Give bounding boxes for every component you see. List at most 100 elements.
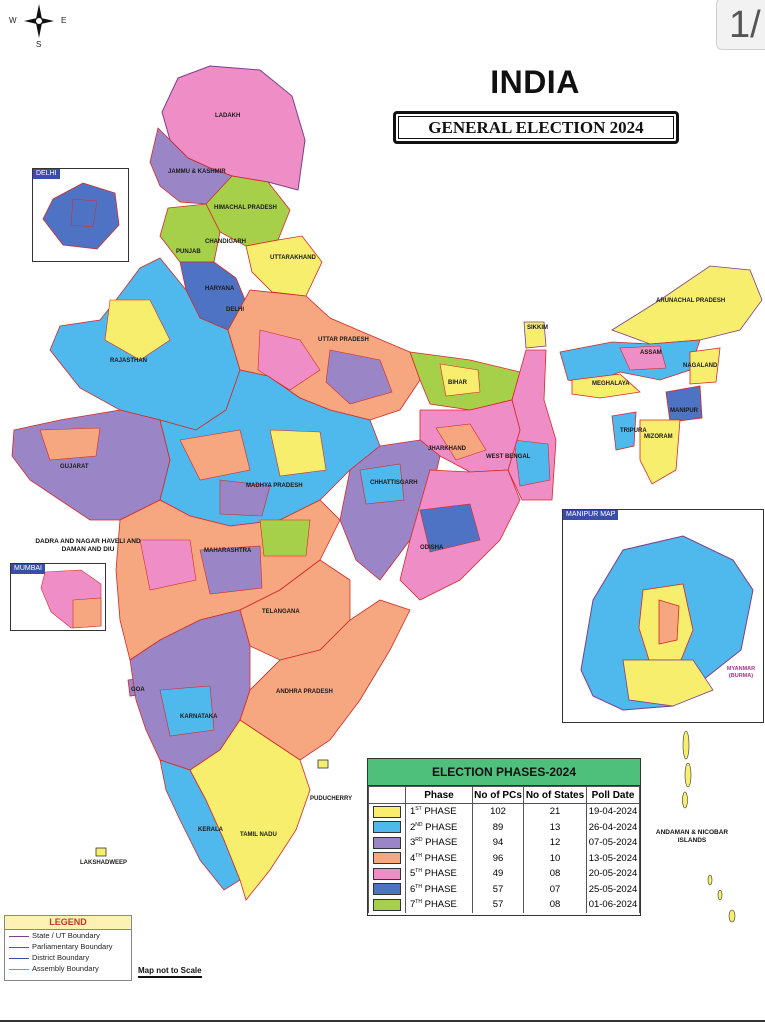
phase-row: 4TH PHASE 96 10 13-05-2024	[368, 850, 640, 866]
phase-name-cell: 6TH PHASE	[405, 881, 473, 897]
compass-east: E	[61, 16, 67, 25]
phase-swatch-cell	[368, 803, 406, 820]
label-bihar: BIHAR	[448, 380, 468, 386]
region-sikkim	[523, 321, 547, 349]
region-tripura	[611, 411, 637, 451]
phase-name-cell: 1ST PHASE	[405, 803, 473, 820]
phase-states: 07	[523, 881, 587, 897]
phase-pcs: 57	[472, 897, 524, 913]
delhi-inset: DELHI	[32, 168, 129, 262]
compass-west: W	[9, 16, 17, 25]
delhi-inset-title: DELHI	[33, 169, 60, 179]
label-lakshadweep: LAKSHADWEEP	[80, 860, 127, 866]
col-header-swatch	[368, 786, 406, 804]
compass-icon	[24, 4, 54, 38]
phase-suffix: TH	[415, 868, 422, 875]
phase-suffix: ST	[415, 806, 422, 813]
label-puducherry: PUDUCHERRY	[310, 796, 352, 802]
phase-swatch-cell	[368, 850, 406, 866]
region-mizoram	[639, 419, 681, 485]
legend-item-label: State / UT Boundary	[32, 931, 100, 940]
phase-ordinal: 5	[410, 868, 416, 880]
label-tamil-nadu: TAMIL NADU	[240, 832, 277, 838]
phase-row: 3RD PHASE 94 12 07-05-2024	[368, 835, 640, 851]
phase-date: 19-04-2024	[586, 803, 640, 820]
phase-label: PHASE	[425, 821, 458, 833]
phase-date: 25-05-2024	[586, 881, 640, 897]
col-header-phase: Phase	[405, 786, 473, 804]
label-nagaland: NAGALAND	[683, 363, 718, 369]
election-phases-table: ELECTION PHASES-2024 Phase No of PCs No …	[367, 758, 641, 916]
phase-row: 7TH PHASE 57 08 01-06-2024	[368, 897, 640, 913]
phases-table-title: ELECTION PHASES-2024	[368, 759, 640, 786]
label-jammu-kashmir: JAMMU & KASHMIR	[168, 169, 226, 175]
legend-line-sample	[9, 946, 29, 948]
label-manipur: MANIPUR	[670, 408, 699, 414]
col-header-states: No of States	[523, 786, 587, 804]
map-subtitle: GENERAL ELECTION 2024	[393, 111, 679, 144]
delhi-inset-map	[42, 182, 120, 250]
label-rajasthan: RAJASTHAN	[110, 358, 147, 364]
legend-item: State / UT Boundary	[5, 930, 131, 941]
phase-row: 6TH PHASE 57 07 25-05-2024	[368, 881, 640, 897]
map-legend: LEGEND State / UT Boundary Parliamentary …	[4, 915, 132, 981]
phase-pcs: 96	[472, 850, 524, 866]
phase-row: 2ND PHASE 89 13 26-04-2024	[368, 819, 640, 835]
phase-suffix: TH	[415, 852, 422, 859]
label-west-bengal: WEST BENGAL	[486, 454, 531, 460]
label-delhi: DELHI	[226, 307, 244, 313]
label-andhra: ANDHRA PRADESH	[276, 689, 333, 695]
phase-swatch-cell	[368, 881, 406, 897]
phase-color-swatch	[373, 836, 401, 849]
phase-swatch-cell	[368, 866, 406, 882]
col-header-pcs: No of PCs	[472, 786, 524, 804]
region-gujarat	[11, 409, 171, 521]
scale-note: Map not to Scale	[138, 966, 202, 978]
phase-label: PHASE	[425, 837, 458, 849]
label-ladakh: LADAKH	[215, 113, 240, 119]
label-meghalaya: MEGHALAYA	[592, 381, 630, 387]
phase-date: 20-05-2024	[586, 866, 640, 882]
phase-states: 13	[523, 819, 587, 835]
phase-name-cell: 3RD PHASE	[405, 835, 473, 851]
legend-line-sample	[9, 957, 29, 959]
phase-states: 10	[523, 850, 587, 866]
mumbai-inset: MUMBAI	[10, 563, 106, 631]
phase-row: 5TH PHASE 49 08 20-05-2024	[368, 866, 640, 882]
label-arunachal: ARUNACHAL PRADESH	[656, 298, 725, 304]
phase-swatch-cell	[368, 835, 406, 851]
phase-ordinal: 1	[410, 806, 416, 818]
phase-ordinal: 2	[410, 821, 416, 833]
label-sikkim: SIKKIM	[527, 325, 548, 331]
phases-grid: Phase No of PCs No of States Poll Date 1…	[368, 786, 640, 913]
phase-pcs: 49	[472, 866, 524, 882]
phase-pcs: 57	[472, 881, 524, 897]
legend-line-sample	[9, 968, 29, 970]
manipur-inset: MANIPUR MAP MYANMAR (BURMA)	[562, 509, 764, 723]
label-gujarat: GUJARAT	[60, 464, 89, 470]
label-assam: ASSAM	[640, 350, 662, 356]
mumbai-inset-map	[40, 569, 102, 629]
label-chandigarh: CHANDIGARH	[205, 239, 246, 245]
label-goa: GOA	[131, 687, 145, 693]
region-uttarakhand	[245, 235, 323, 297]
phase-label: PHASE	[424, 883, 457, 895]
legend-item-label: District Boundary	[32, 953, 90, 962]
phase-pcs: 94	[472, 835, 524, 851]
phase-swatch-cell	[368, 897, 406, 913]
compass-rose: W E S	[6, 2, 72, 54]
region-arunachal	[611, 265, 763, 345]
label-madhya-pradesh: MADHYA PRADESH	[246, 483, 303, 489]
phase-date: 07-05-2024	[586, 835, 640, 851]
region-manipur	[665, 385, 703, 423]
phase-ordinal: 3	[410, 837, 416, 849]
phase-color-swatch	[373, 898, 401, 911]
label-dnh: DADRA AND NAGAR HAVELI AND DAMAN AND DIU	[35, 538, 141, 553]
phase-date: 26-04-2024	[586, 819, 640, 835]
phase-name-cell: 5TH PHASE	[405, 866, 473, 882]
phase-label: PHASE	[424, 868, 457, 880]
label-haryana: HARYANA	[205, 286, 235, 292]
page-counter: 1/	[716, 0, 765, 50]
legend-item: Parliamentary Boundary	[5, 941, 131, 952]
myanmar-label: MYANMAR (BURMA)	[726, 666, 756, 679]
